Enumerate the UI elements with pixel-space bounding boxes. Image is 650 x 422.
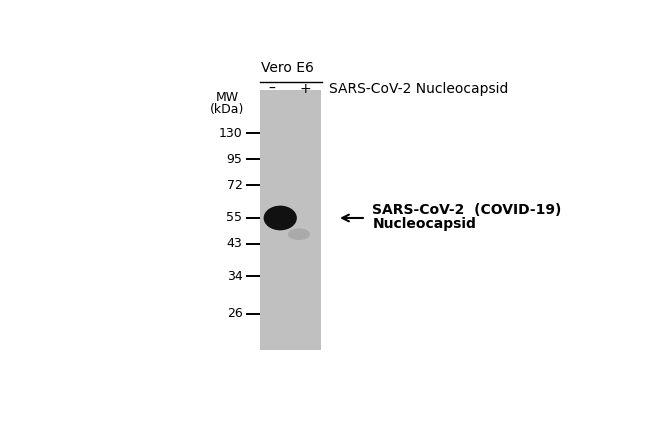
Text: 43: 43 xyxy=(227,238,242,251)
Ellipse shape xyxy=(288,228,310,240)
Ellipse shape xyxy=(264,206,297,230)
Text: Vero E6: Vero E6 xyxy=(261,61,314,75)
Text: (kDa): (kDa) xyxy=(210,103,244,116)
Text: 72: 72 xyxy=(227,179,242,192)
Text: 55: 55 xyxy=(226,211,242,225)
Text: SARS-CoV-2  (COVID-19): SARS-CoV-2 (COVID-19) xyxy=(372,203,562,217)
Text: SARS-CoV-2 Nucleocapsid: SARS-CoV-2 Nucleocapsid xyxy=(329,82,508,96)
Text: 26: 26 xyxy=(227,307,242,320)
Text: Nucleocapsid: Nucleocapsid xyxy=(372,217,476,232)
Text: 34: 34 xyxy=(227,270,242,283)
Text: 130: 130 xyxy=(218,127,242,140)
Text: –: – xyxy=(268,82,275,96)
Text: +: + xyxy=(300,82,311,96)
Text: MW: MW xyxy=(216,91,239,104)
Text: 95: 95 xyxy=(227,153,242,166)
Bar xyxy=(260,89,320,349)
